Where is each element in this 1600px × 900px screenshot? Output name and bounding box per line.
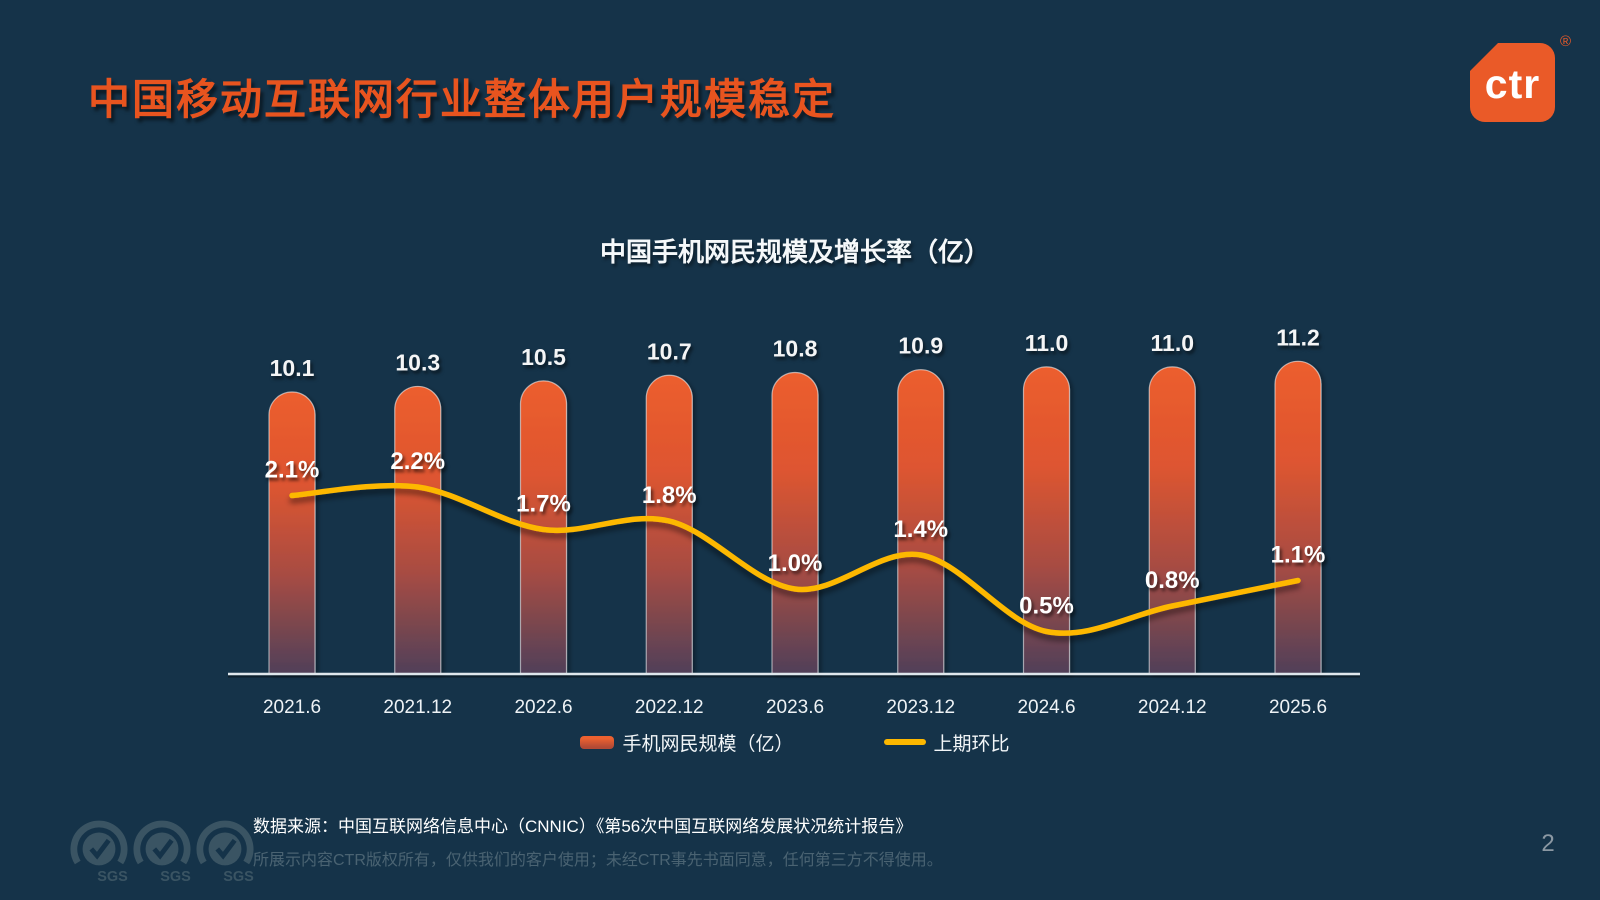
growth-rate-label: 2.2% (390, 448, 445, 475)
chart-legend: 手机网民规模（亿） 上期环比 (200, 726, 1390, 758)
page-number: 2 (1541, 830, 1555, 857)
sgs-certification-logos: SGS SGS SGS (70, 810, 254, 886)
chart-title: 中国手机网民规模及增长率（亿） (599, 237, 990, 267)
bar (394, 385, 442, 674)
x-axis-tick-label: 2024.6 (1017, 697, 1075, 718)
bar-value-label: 10.3 (395, 349, 440, 375)
ctr-logo-text: ctr (1484, 61, 1541, 107)
x-axis-tick-label: 2023.6 (766, 697, 824, 718)
bar-value-label: 10.8 (773, 335, 818, 361)
bar (268, 391, 316, 674)
growth-rate-label: 1.7% (516, 491, 571, 518)
bar (1022, 366, 1071, 674)
line-series-swatch-icon (883, 739, 926, 745)
svg-text:SGS: SGS (97, 869, 128, 885)
sgs-logo: SGS (70, 820, 128, 885)
bar-value-label: 11.0 (1025, 330, 1069, 356)
bar (645, 374, 693, 674)
bar-value-label: 10.1 (270, 355, 315, 381)
bar (1148, 366, 1196, 674)
legend-label-bar-series: 手机网民规模（亿） (622, 733, 794, 755)
legend-label-line-series: 上期环比 (933, 733, 1010, 755)
bar-value-label: 11.0 (1151, 330, 1195, 356)
x-axis-tick-label: 2024.12 (1138, 697, 1207, 718)
x-axis-tick-label: 2021.6 (263, 697, 321, 718)
sgs-logo: SGS (196, 820, 254, 885)
x-axis-tick-label: 2021.12 (383, 697, 452, 718)
growth-rate-label: 1.8% (642, 482, 697, 509)
bar-value-label: 10.5 (521, 344, 566, 370)
bar-value-label: 11.2 (1276, 324, 1320, 350)
svg-text:SGS: SGS (223, 869, 254, 885)
x-axis-tick-label: 2023.12 (886, 697, 955, 718)
bar (771, 371, 819, 674)
bar-series-swatch-icon (580, 735, 615, 749)
bar (1274, 360, 1322, 674)
x-axis-tick-label: 2022.12 (635, 697, 704, 718)
legend-item-line-series: 上期环比 (883, 729, 1010, 756)
growth-rate-label: 2.1% (265, 457, 320, 484)
data-source-note: 数据来源：中国互联网络信息中心（CNNIC）《第56次中国互联网络发展状况统计报… (253, 817, 913, 836)
growth-rate-label: 1.1% (1271, 542, 1326, 569)
bar-value-label: 10.9 (898, 333, 943, 359)
registered-trademark-icon: ® (1560, 33, 1572, 50)
bar (897, 369, 945, 674)
copyright-disclaimer: 所展示内容CTR版权所有，仅供我们的客户使用；未经CTR事先书面同意，任何第三方… (253, 852, 943, 869)
sgs-logo: SGS (133, 820, 191, 885)
x-axis-tick-label: 2022.6 (514, 697, 572, 718)
growth-rate-label: 0.8% (1145, 567, 1200, 594)
growth-rate-label: 1.4% (893, 516, 948, 543)
svg-text:SGS: SGS (160, 869, 191, 885)
bar-value-label: 10.7 (647, 338, 692, 364)
growth-rate-label: 0.5% (1019, 593, 1074, 620)
page-title: 中国移动互联网行业整体用户规模稳定 (88, 76, 837, 123)
x-axis-tick-label: 2025.6 (1269, 697, 1327, 718)
ctr-logo: ctr (1469, 42, 1555, 122)
growth-rate-line (289, 482, 1301, 636)
growth-rate-label: 1.0% (768, 550, 823, 577)
legend-item-bar-series: 手机网民规模（亿） (580, 729, 794, 756)
